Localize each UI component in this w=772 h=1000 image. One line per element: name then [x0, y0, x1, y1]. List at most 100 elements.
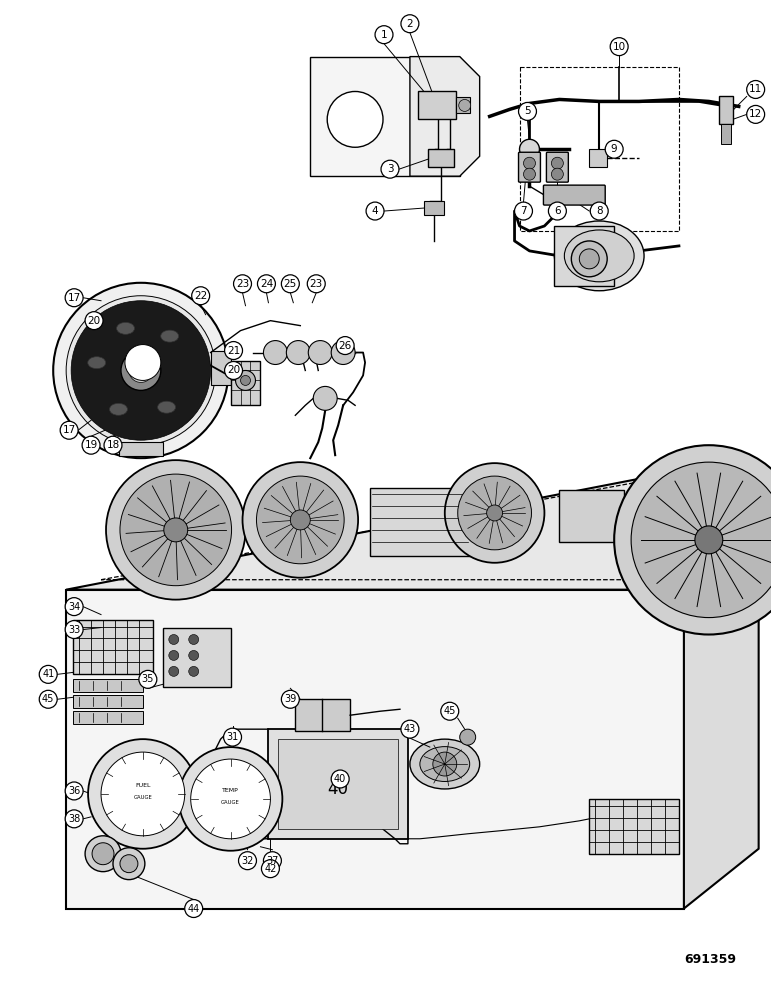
- Circle shape: [129, 359, 153, 382]
- Text: 691359: 691359: [684, 953, 736, 966]
- FancyBboxPatch shape: [73, 679, 143, 692]
- FancyBboxPatch shape: [418, 91, 455, 119]
- Text: 40: 40: [327, 780, 349, 798]
- Circle shape: [101, 752, 185, 836]
- Circle shape: [262, 860, 279, 878]
- Circle shape: [571, 241, 608, 277]
- Text: GAUGE: GAUGE: [134, 795, 152, 800]
- Circle shape: [234, 275, 252, 293]
- Circle shape: [519, 102, 537, 120]
- Circle shape: [242, 462, 358, 578]
- Text: 2: 2: [407, 19, 413, 29]
- Text: 26: 26: [339, 341, 352, 351]
- FancyBboxPatch shape: [547, 152, 568, 182]
- Text: 19: 19: [84, 440, 98, 450]
- Circle shape: [239, 852, 256, 870]
- Text: 20: 20: [87, 316, 100, 326]
- FancyBboxPatch shape: [455, 97, 469, 113]
- Circle shape: [263, 341, 287, 364]
- Circle shape: [695, 526, 723, 554]
- Circle shape: [433, 752, 457, 776]
- FancyBboxPatch shape: [560, 490, 624, 542]
- Circle shape: [523, 157, 536, 169]
- Ellipse shape: [564, 230, 634, 282]
- Text: 32: 32: [242, 856, 254, 866]
- Circle shape: [459, 99, 471, 111]
- Circle shape: [331, 770, 349, 788]
- Circle shape: [381, 160, 399, 178]
- Circle shape: [281, 690, 300, 708]
- Circle shape: [185, 900, 203, 917]
- Text: 10: 10: [613, 42, 626, 52]
- Circle shape: [401, 720, 419, 738]
- Text: 45: 45: [42, 694, 54, 704]
- Circle shape: [256, 476, 344, 564]
- Circle shape: [241, 375, 250, 385]
- Circle shape: [120, 474, 232, 586]
- Text: 38: 38: [68, 814, 80, 824]
- Circle shape: [65, 621, 83, 638]
- Text: 1: 1: [381, 30, 388, 40]
- Circle shape: [445, 463, 544, 563]
- Circle shape: [191, 759, 270, 839]
- Circle shape: [548, 202, 567, 220]
- FancyBboxPatch shape: [519, 152, 540, 182]
- Text: 7: 7: [520, 206, 527, 216]
- Text: 45: 45: [444, 706, 456, 716]
- Circle shape: [225, 342, 242, 360]
- Circle shape: [92, 843, 114, 865]
- Circle shape: [188, 650, 198, 660]
- Polygon shape: [66, 470, 759, 590]
- Circle shape: [39, 690, 57, 708]
- Circle shape: [113, 848, 145, 880]
- Polygon shape: [66, 590, 684, 909]
- Circle shape: [191, 287, 210, 305]
- FancyBboxPatch shape: [589, 799, 679, 854]
- Text: GAUGE: GAUGE: [222, 800, 240, 805]
- Circle shape: [104, 436, 122, 454]
- Circle shape: [460, 729, 476, 745]
- Circle shape: [120, 855, 138, 873]
- Circle shape: [514, 202, 533, 220]
- Text: 44: 44: [188, 904, 200, 914]
- Circle shape: [520, 139, 540, 159]
- Circle shape: [71, 301, 211, 440]
- Text: 8: 8: [596, 206, 602, 216]
- Circle shape: [188, 635, 198, 644]
- Ellipse shape: [110, 403, 127, 415]
- Circle shape: [605, 140, 623, 158]
- Text: 11: 11: [749, 84, 762, 94]
- FancyBboxPatch shape: [73, 695, 143, 708]
- Circle shape: [65, 810, 83, 828]
- Circle shape: [263, 852, 281, 870]
- Text: 41: 41: [42, 669, 54, 679]
- FancyBboxPatch shape: [589, 149, 608, 167]
- Circle shape: [65, 782, 83, 800]
- Circle shape: [747, 81, 764, 98]
- Circle shape: [39, 665, 57, 683]
- FancyBboxPatch shape: [424, 201, 444, 215]
- Circle shape: [286, 341, 310, 364]
- Text: 25: 25: [284, 279, 297, 289]
- Text: 12: 12: [749, 109, 762, 119]
- Circle shape: [458, 476, 531, 550]
- Circle shape: [60, 421, 78, 439]
- FancyBboxPatch shape: [279, 739, 398, 829]
- FancyBboxPatch shape: [428, 149, 454, 167]
- FancyBboxPatch shape: [370, 488, 469, 556]
- Circle shape: [65, 598, 83, 616]
- Circle shape: [281, 275, 300, 293]
- Circle shape: [331, 341, 355, 364]
- Text: 18: 18: [107, 440, 120, 450]
- Circle shape: [139, 670, 157, 688]
- Circle shape: [85, 836, 121, 872]
- Circle shape: [631, 462, 772, 618]
- Ellipse shape: [161, 330, 178, 342]
- Circle shape: [591, 202, 608, 220]
- Ellipse shape: [117, 322, 134, 334]
- FancyBboxPatch shape: [543, 185, 605, 205]
- Text: 23: 23: [310, 279, 323, 289]
- Circle shape: [225, 362, 242, 379]
- Text: 42: 42: [264, 864, 276, 874]
- Circle shape: [615, 445, 772, 635]
